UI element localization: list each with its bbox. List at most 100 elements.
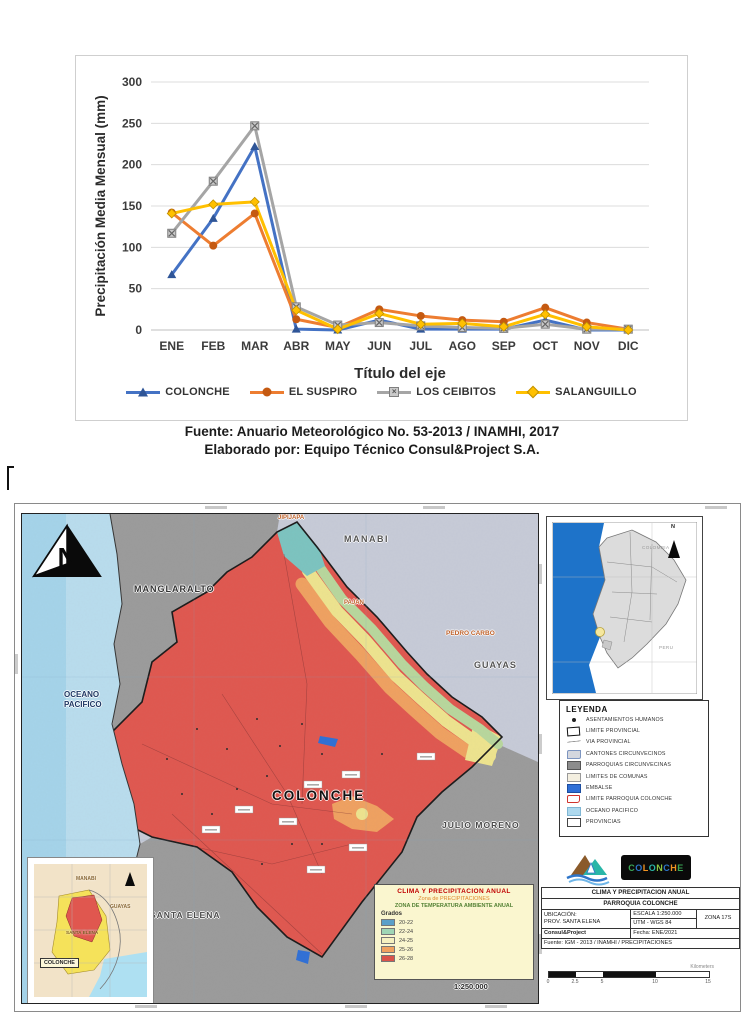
embalse-icon (566, 784, 581, 794)
label-oceano-2: PACIFICO (64, 700, 102, 709)
leyenda-item: LIMITES DE COMUNAS (566, 771, 702, 782)
clima-grados-label: Grados (381, 911, 403, 917)
scale-bar-tick-label: 0 (546, 979, 550, 985)
y-tick-label: 150 (122, 199, 142, 213)
scale-bar-track (548, 971, 710, 978)
ecuador-label-peru: PERU (659, 645, 674, 650)
series-line-los ceibitos (170, 124, 629, 331)
temp-class-swatch (381, 919, 395, 926)
oceano-icon (566, 806, 581, 816)
parro-icon (566, 761, 581, 771)
marker (332, 324, 343, 335)
leyenda-item: OCEANO PACIFICO (566, 805, 702, 816)
legend-label: COLONCHE (165, 386, 230, 398)
locator-inset-map: MANABI GUAYAS SANTA ELENA COLONCHE (27, 857, 154, 1003)
leyenda-items: ASENTAMIENTOS HUMANOS LIMITE PROVINCIAL VI… (566, 714, 702, 828)
colonche-climate-map-figure: N MANGLARALTO MANABI JIPIJAPA PAJAN PEDR… (14, 503, 741, 1012)
leyenda-box: LEYENDA ASENTAMIENTOS HUMANOS LIMITE PROV… (559, 700, 709, 837)
precipitation-chart-figure: 0 50 100 150 200 250 300 ENE FEB MAR ABR MAY JUN JUL A… (75, 55, 688, 421)
series-line-el suspiro (170, 211, 629, 331)
legend-marker-square-x: × (389, 387, 400, 397)
coordinate-label-blur (539, 934, 542, 954)
marker-x (541, 320, 549, 328)
y-tick-label: 0 (135, 323, 142, 337)
temp-class-row: 22-24 (381, 928, 527, 935)
marker (623, 324, 634, 336)
inset-label-manabi: MANABI (76, 876, 96, 882)
table-ubicacion-value: PROV. SANTA ELENA (544, 918, 601, 925)
table-fecha: Fecha: ENE/2021 (630, 928, 740, 940)
label-pedro-carbo: PEDRO CARBO (446, 630, 495, 637)
x-tick-label: JUN (367, 339, 391, 353)
marker (374, 308, 385, 319)
main-map: N MANGLARALTO MANABI JIPIJAPA PAJAN PEDR… (21, 513, 539, 1004)
legend-line-sample (126, 387, 161, 397)
marker (167, 270, 177, 279)
via-icon (566, 738, 581, 746)
leyenda-item: PROVINCIAS (566, 817, 702, 828)
marker (166, 208, 177, 219)
x-axis-title: Título del eje (354, 365, 446, 382)
label-santa-elena: SANTA ELENA (150, 910, 221, 920)
scale-bar: Kilometers 0 2.5 5 10 15 (546, 964, 714, 990)
marker (250, 209, 259, 218)
label-manglaralto: MANGLARALTO (134, 584, 215, 594)
temp-class-swatch (381, 937, 395, 944)
coordinate-label-blur (539, 734, 542, 754)
coordinate-label-blur (485, 1005, 507, 1008)
marker (249, 196, 260, 207)
inset-label-colonche: COLONCHE (40, 958, 79, 968)
coordinate-label-blur (705, 506, 727, 509)
ecuador-label-n: N (671, 524, 675, 530)
leyenda-item-label: CANTONES CIRCUNVECINOS (586, 750, 666, 757)
ecuador-label-colombia: COLOMBIA (642, 545, 670, 550)
leyenda-item-label: OCEANO PACIFICO (586, 807, 639, 814)
inset-north-arrow (125, 872, 135, 886)
table-autor: Consul&Project (540, 928, 632, 940)
caption-source: Fuente: Anuario Meteorológico No. 53-201… (184, 424, 560, 439)
leyenda-item-label: PARROQUIAS CIRCUNVECINAS (586, 762, 672, 769)
marker (498, 321, 509, 332)
x-tick-label: ABR (283, 339, 309, 353)
marker (208, 213, 218, 222)
svg-text:N: N (58, 542, 77, 572)
ecuador-inset-canvas (551, 521, 698, 695)
coordinate-label-blur (205, 506, 227, 509)
label-oceano-1: OCEANO (64, 690, 100, 699)
label-map-scale: 1:250.000 (454, 982, 488, 991)
locator-inset-canvas (34, 864, 147, 997)
marker-x (168, 229, 176, 237)
marker (540, 309, 551, 320)
clima-title: CLIMA Y PRECIPITACION ANUAL (397, 888, 511, 895)
scale-bar-tick-label: 5 (600, 979, 604, 985)
temp-class-range: 24-25 (399, 937, 414, 944)
leyenda-item-label: LIMITE PARROQUIA COLONCHE (586, 796, 673, 803)
x-tick-label: ENE (159, 339, 184, 353)
table-subtitle: PARROQUIA COLONCHE (541, 897, 740, 910)
logo-wordmark: COLONCHE (621, 855, 691, 880)
table-zona: ZONA 17S (696, 908, 740, 930)
scale-bar-segment (549, 972, 576, 977)
label-guayas: GUAYAS (474, 660, 517, 670)
legend-line-sample (249, 387, 284, 397)
scale-bar-tick-label: 10 (652, 979, 658, 985)
temp-class-range: 26-28 (399, 955, 414, 962)
temp-class-swatch (381, 928, 395, 935)
ecuador-ocean (553, 523, 605, 693)
marker (541, 303, 550, 312)
x-tick-label: OCT (533, 339, 559, 353)
table-ubicacion-label: UBICACIÓN: (544, 912, 577, 918)
legend-item-los-ceibitos: × LOS CEIBITOS (377, 386, 496, 398)
scale-bar-segment (656, 972, 709, 977)
canton-icon (566, 749, 581, 759)
x-tick-label: MAR (241, 339, 269, 353)
ecuador-land (592, 529, 687, 669)
series-line-salanguillo (171, 200, 629, 332)
scale-bar-unit: Kilometers (690, 964, 714, 970)
label-colonche: COLONCHE (272, 788, 366, 803)
leyenda-item: LIMITE PROVINCIAL (566, 725, 702, 737)
marker (209, 241, 218, 250)
temp-class-row: 24-25 (381, 937, 527, 944)
marker (292, 315, 301, 324)
